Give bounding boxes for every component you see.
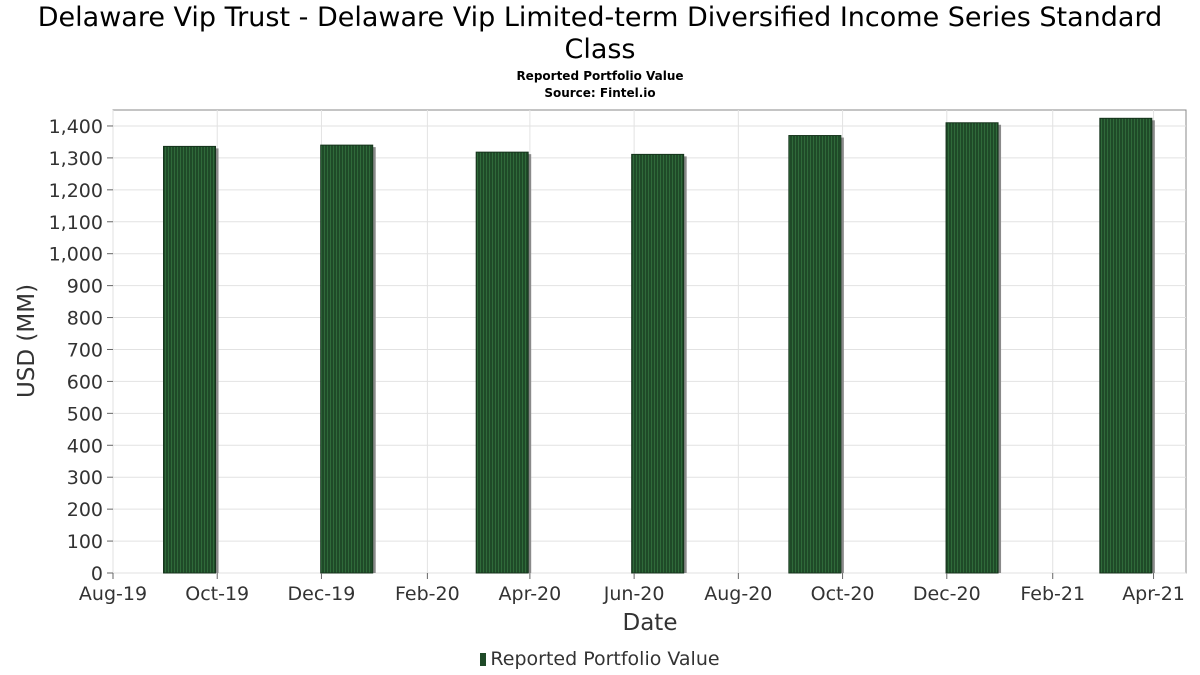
bar xyxy=(631,153,687,574)
y-tick-label: 500 xyxy=(67,403,103,425)
y-tick-label: 400 xyxy=(67,435,103,457)
x-tick-label: Oct-19 xyxy=(185,583,249,605)
x-tick-label: Dec-20 xyxy=(913,583,981,605)
bar xyxy=(320,144,376,574)
y-tick-label: 1,400 xyxy=(49,116,103,138)
bar xyxy=(163,145,219,574)
chart-title: Delaware Vip Trust - Delaware Vip Limite… xyxy=(0,2,1200,66)
bar xyxy=(788,135,844,574)
x-tick-label: Oct-20 xyxy=(811,583,875,605)
x-tick-label: Feb-21 xyxy=(1020,583,1085,605)
y-tick-label: 1,200 xyxy=(49,180,103,202)
chart-source: Source: Fintel.io xyxy=(544,86,656,100)
y-axis-label: USD (MM) xyxy=(14,284,40,398)
y-tick-label: 1,100 xyxy=(49,212,103,234)
y-tick-label: 900 xyxy=(67,276,103,298)
y-tick-label: 200 xyxy=(67,499,103,521)
x-axis-label: Date xyxy=(623,610,678,636)
chart-subtitle: Reported Portfolio Value xyxy=(516,69,684,83)
x-tick-label: Feb-20 xyxy=(395,583,460,605)
x-tick-label: Apr-21 xyxy=(1122,583,1185,605)
x-tick-label: Aug-19 xyxy=(79,583,147,605)
chart-title-line1: Delaware Vip Trust - Delaware Vip Limite… xyxy=(37,2,1163,33)
x-tick-label: Dec-19 xyxy=(288,583,356,605)
y-tick-label: 600 xyxy=(67,371,103,393)
y-tick-label: 700 xyxy=(67,339,103,361)
x-tick-label: Jun-20 xyxy=(603,583,665,605)
y-tick-label: 800 xyxy=(67,308,103,330)
x-tick-label: Aug-20 xyxy=(704,583,772,605)
y-tick-label: 1,000 xyxy=(49,244,103,266)
y-tick-label: 100 xyxy=(67,531,103,553)
x-tick-label: Apr-20 xyxy=(499,583,562,605)
y-tick-label: 300 xyxy=(67,467,103,489)
legend-label: Reported Portfolio Value xyxy=(490,648,720,670)
legend-swatch xyxy=(480,653,487,666)
legend: Reported Portfolio Value xyxy=(0,648,1200,670)
bar xyxy=(945,122,1002,574)
y-tick-label: 0 xyxy=(91,563,103,585)
bar xyxy=(1099,117,1155,574)
chart-title-line2: Class xyxy=(564,34,636,65)
bar xyxy=(475,151,532,574)
y-tick-label: 1,300 xyxy=(49,148,103,170)
